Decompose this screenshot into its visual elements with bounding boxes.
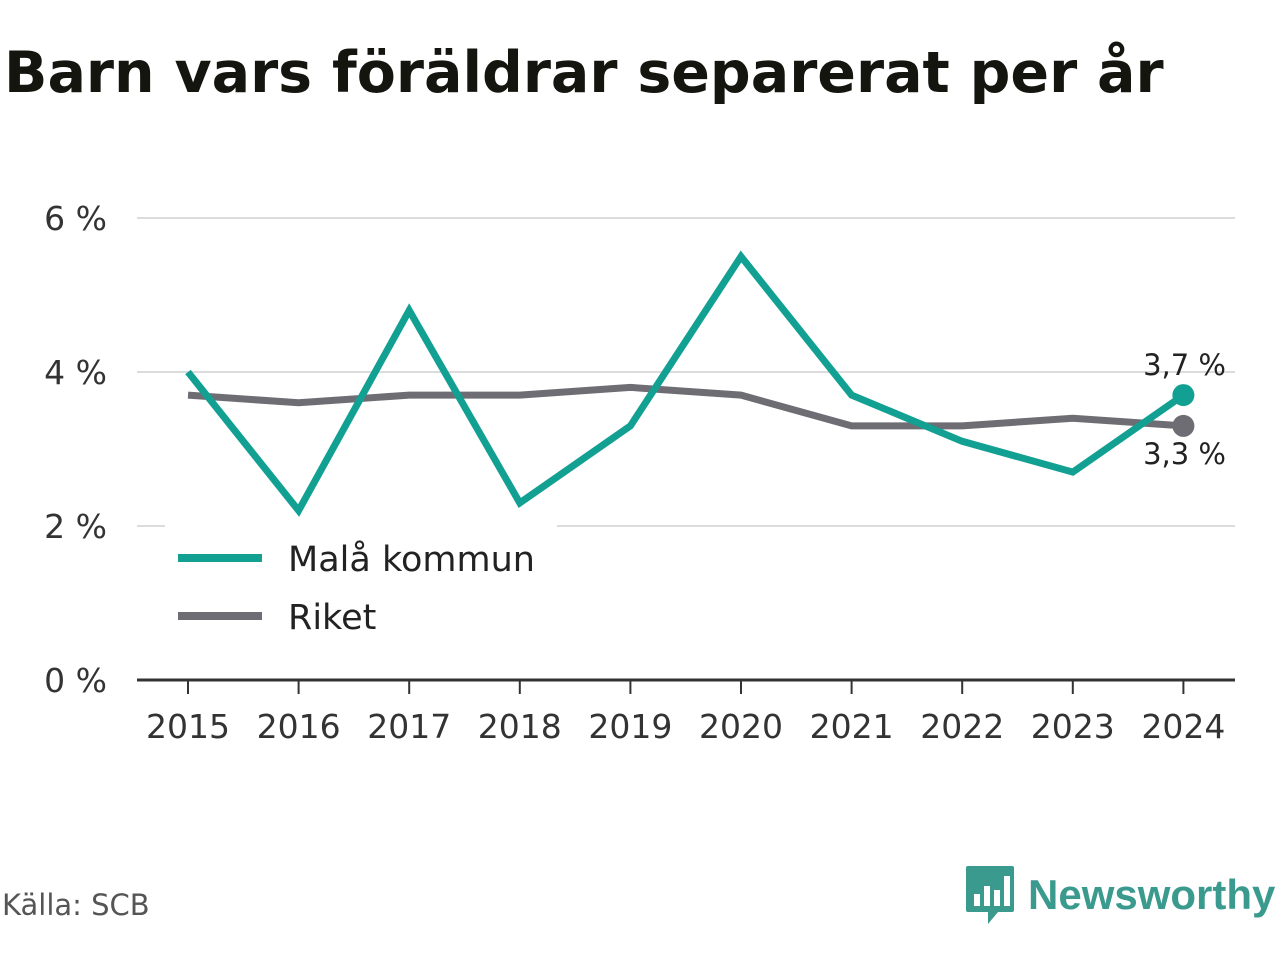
series-line (187, 383, 1184, 430)
source-note: Källa: SCB (2, 888, 150, 922)
end-labels: 3,7 % 3,3 % (1143, 348, 1226, 471)
y-tick-label: 4 % (44, 353, 107, 392)
x-tick-label: 2016 (257, 707, 341, 746)
x-tick-label: 2018 (478, 707, 562, 746)
series-lines (185, 250, 1195, 517)
x-tick-label: 2017 (367, 707, 451, 746)
legend: Malå kommun Riket (165, 522, 557, 642)
grid-lines (137, 217, 1235, 527)
brand-name: Newsworthy (1028, 871, 1276, 918)
x-tick-label: 2021 (810, 707, 894, 746)
brand-logo: Newsworthy (964, 864, 1275, 926)
end-point (1172, 414, 1195, 437)
end-point (1172, 384, 1195, 407)
legend-background (165, 522, 557, 642)
y-tick-label: 6 % (44, 199, 107, 238)
x-tick-label: 2015 (146, 707, 230, 746)
chart-title: Barn vars föräldrar separerat per år (4, 40, 1164, 106)
y-tick-label: 0 % (44, 661, 107, 700)
x-axis: 2015 2016 2017 2018 2019 2020 2021 2022 2023 2024 (137, 678, 1235, 746)
end-value-label: 3,7 % (1143, 348, 1226, 382)
x-tick-label: 2024 (1141, 707, 1225, 746)
y-axis-ticks: 0 % 2 % 4 % 6 % (44, 199, 107, 700)
legend-label: Riket (288, 598, 376, 638)
end-value-label: 3,3 % (1143, 437, 1226, 471)
x-tick-label: 2023 (1031, 707, 1115, 746)
bar-chart-speech-bubble-icon (966, 866, 1014, 924)
legend-label: Malå kommun (288, 539, 535, 580)
y-tick-label: 2 % (44, 507, 107, 546)
x-tick-label: 2022 (920, 707, 1004, 746)
x-tick-label: 2019 (588, 707, 672, 746)
series-line (185, 250, 1186, 517)
x-tick-label: 2020 (699, 707, 783, 746)
